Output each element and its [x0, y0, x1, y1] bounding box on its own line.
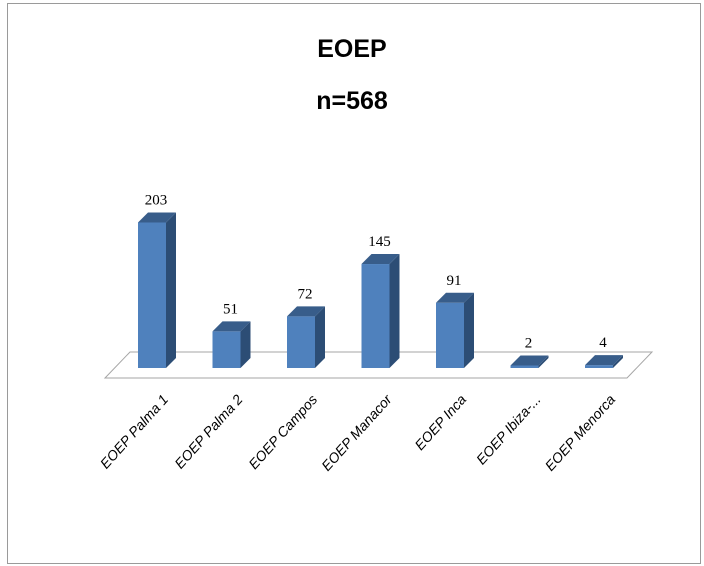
- bar-front: [585, 365, 613, 368]
- value-label: 145: [368, 234, 391, 250]
- chart-title: EOEP: [317, 35, 387, 63]
- category-label: EOEP Inca: [411, 391, 469, 453]
- category-label: EOEP Campos: [245, 391, 320, 472]
- bars-group: [138, 212, 623, 368]
- bar-front: [212, 331, 241, 368]
- bar-front: [361, 264, 390, 368]
- bar-side: [389, 254, 400, 368]
- value-label: 51: [223, 301, 238, 317]
- bar-top: [436, 292, 474, 303]
- bar-6: [510, 355, 549, 368]
- category-labels-group: EOEP Palma 1 EOEP Palma 2 EOEP CamposEOEP …: [97, 390, 619, 474]
- chart-subtitle: n=568: [316, 87, 388, 115]
- bar-7: [585, 355, 623, 368]
- bar-side: [166, 212, 176, 368]
- bar-top: [585, 355, 623, 366]
- bar-side: [240, 321, 251, 368]
- chart-title-block: EOEP n=568: [0, 34, 704, 116]
- category-label: EOEP Menorca: [542, 391, 619, 474]
- category-label: EOEP Manacor: [318, 390, 396, 474]
- bar-front: [436, 302, 464, 368]
- bar-front: [287, 316, 315, 368]
- bar-front: [138, 222, 166, 368]
- value-label: 72: [298, 286, 313, 302]
- bar-side: [538, 355, 549, 368]
- bar-3: [287, 306, 325, 368]
- value-label: 203: [145, 192, 168, 208]
- value-label: 2: [525, 336, 533, 352]
- value-label: 91: [447, 273, 462, 289]
- bar-2: [212, 321, 251, 368]
- category-label: EOEP Palma 2: [171, 391, 246, 471]
- bar-1: [138, 212, 176, 368]
- value-labels-group: 203 51 72 145 91 2 4: [145, 192, 608, 351]
- bar-top: [361, 254, 400, 265]
- chart-frame: [7, 3, 701, 564]
- bar-top: [510, 355, 549, 366]
- bar-4: [361, 254, 400, 368]
- bar-side: [315, 306, 325, 368]
- bar-top: [287, 306, 325, 317]
- bar-5: [436, 292, 474, 368]
- category-label: EOEP Palma 1: [97, 391, 172, 471]
- value-label: 4: [599, 335, 607, 351]
- bar-side: [464, 292, 474, 368]
- bar-top: [138, 212, 176, 223]
- category-label: EOEP Ibiza-...: [473, 391, 544, 467]
- bar-side: [613, 355, 623, 368]
- bar-top: [212, 321, 251, 332]
- bar-front: [510, 365, 539, 368]
